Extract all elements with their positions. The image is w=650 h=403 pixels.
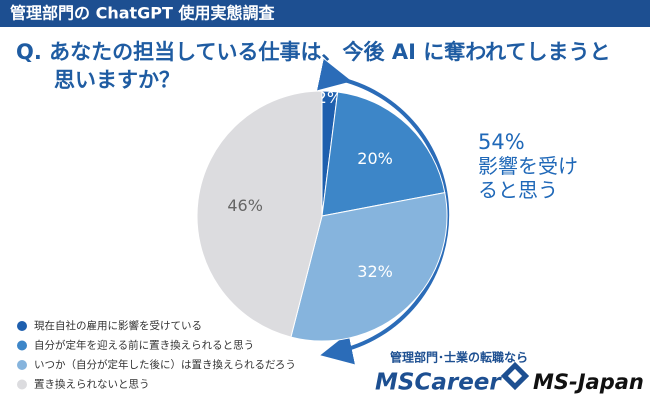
tagline: 管理部門･士業の転職なら	[390, 350, 528, 365]
legend-label: 自分が定年を迎える前に置き換えられると思う	[34, 339, 254, 352]
legend-marker	[17, 379, 27, 390]
legend-label: 現在自社の雇用に影響を受けている	[34, 319, 202, 332]
legend-label: 置き換えられないと思う	[34, 379, 150, 391]
value-label: 32%	[357, 262, 393, 281]
legend-marker	[17, 360, 27, 370]
annotation: 54% 影響を受けると思う	[478, 130, 608, 202]
brand-msjapan: MS-Japan	[533, 370, 644, 394]
value-label: 2%	[317, 88, 342, 107]
logo-icon	[500, 361, 530, 391]
legend-marker	[17, 321, 27, 331]
brand-mscareer: MSCareer	[375, 370, 502, 396]
annotation-text: 影響を受けると思う	[478, 154, 578, 202]
header-title: 管理部門の ChatGPT 使用実態調査	[10, 4, 275, 23]
pie-slice	[196, 90, 323, 338]
pie-slice	[290, 191, 448, 342]
pie-slice	[321, 91, 446, 217]
annotation-value: 54%	[478, 130, 525, 154]
value-label: 46%	[227, 196, 263, 215]
legend-marker	[17, 340, 27, 351]
question: Q. あなたの担当している仕事は、今後 AI に奪われてしまうと思いますか？	[16, 40, 611, 92]
header-bar	[0, 0, 650, 27]
value-label: 20%	[357, 149, 393, 168]
legend-label: いつか（自分が定年した後に）は置き換えられるだろう	[34, 358, 296, 371]
